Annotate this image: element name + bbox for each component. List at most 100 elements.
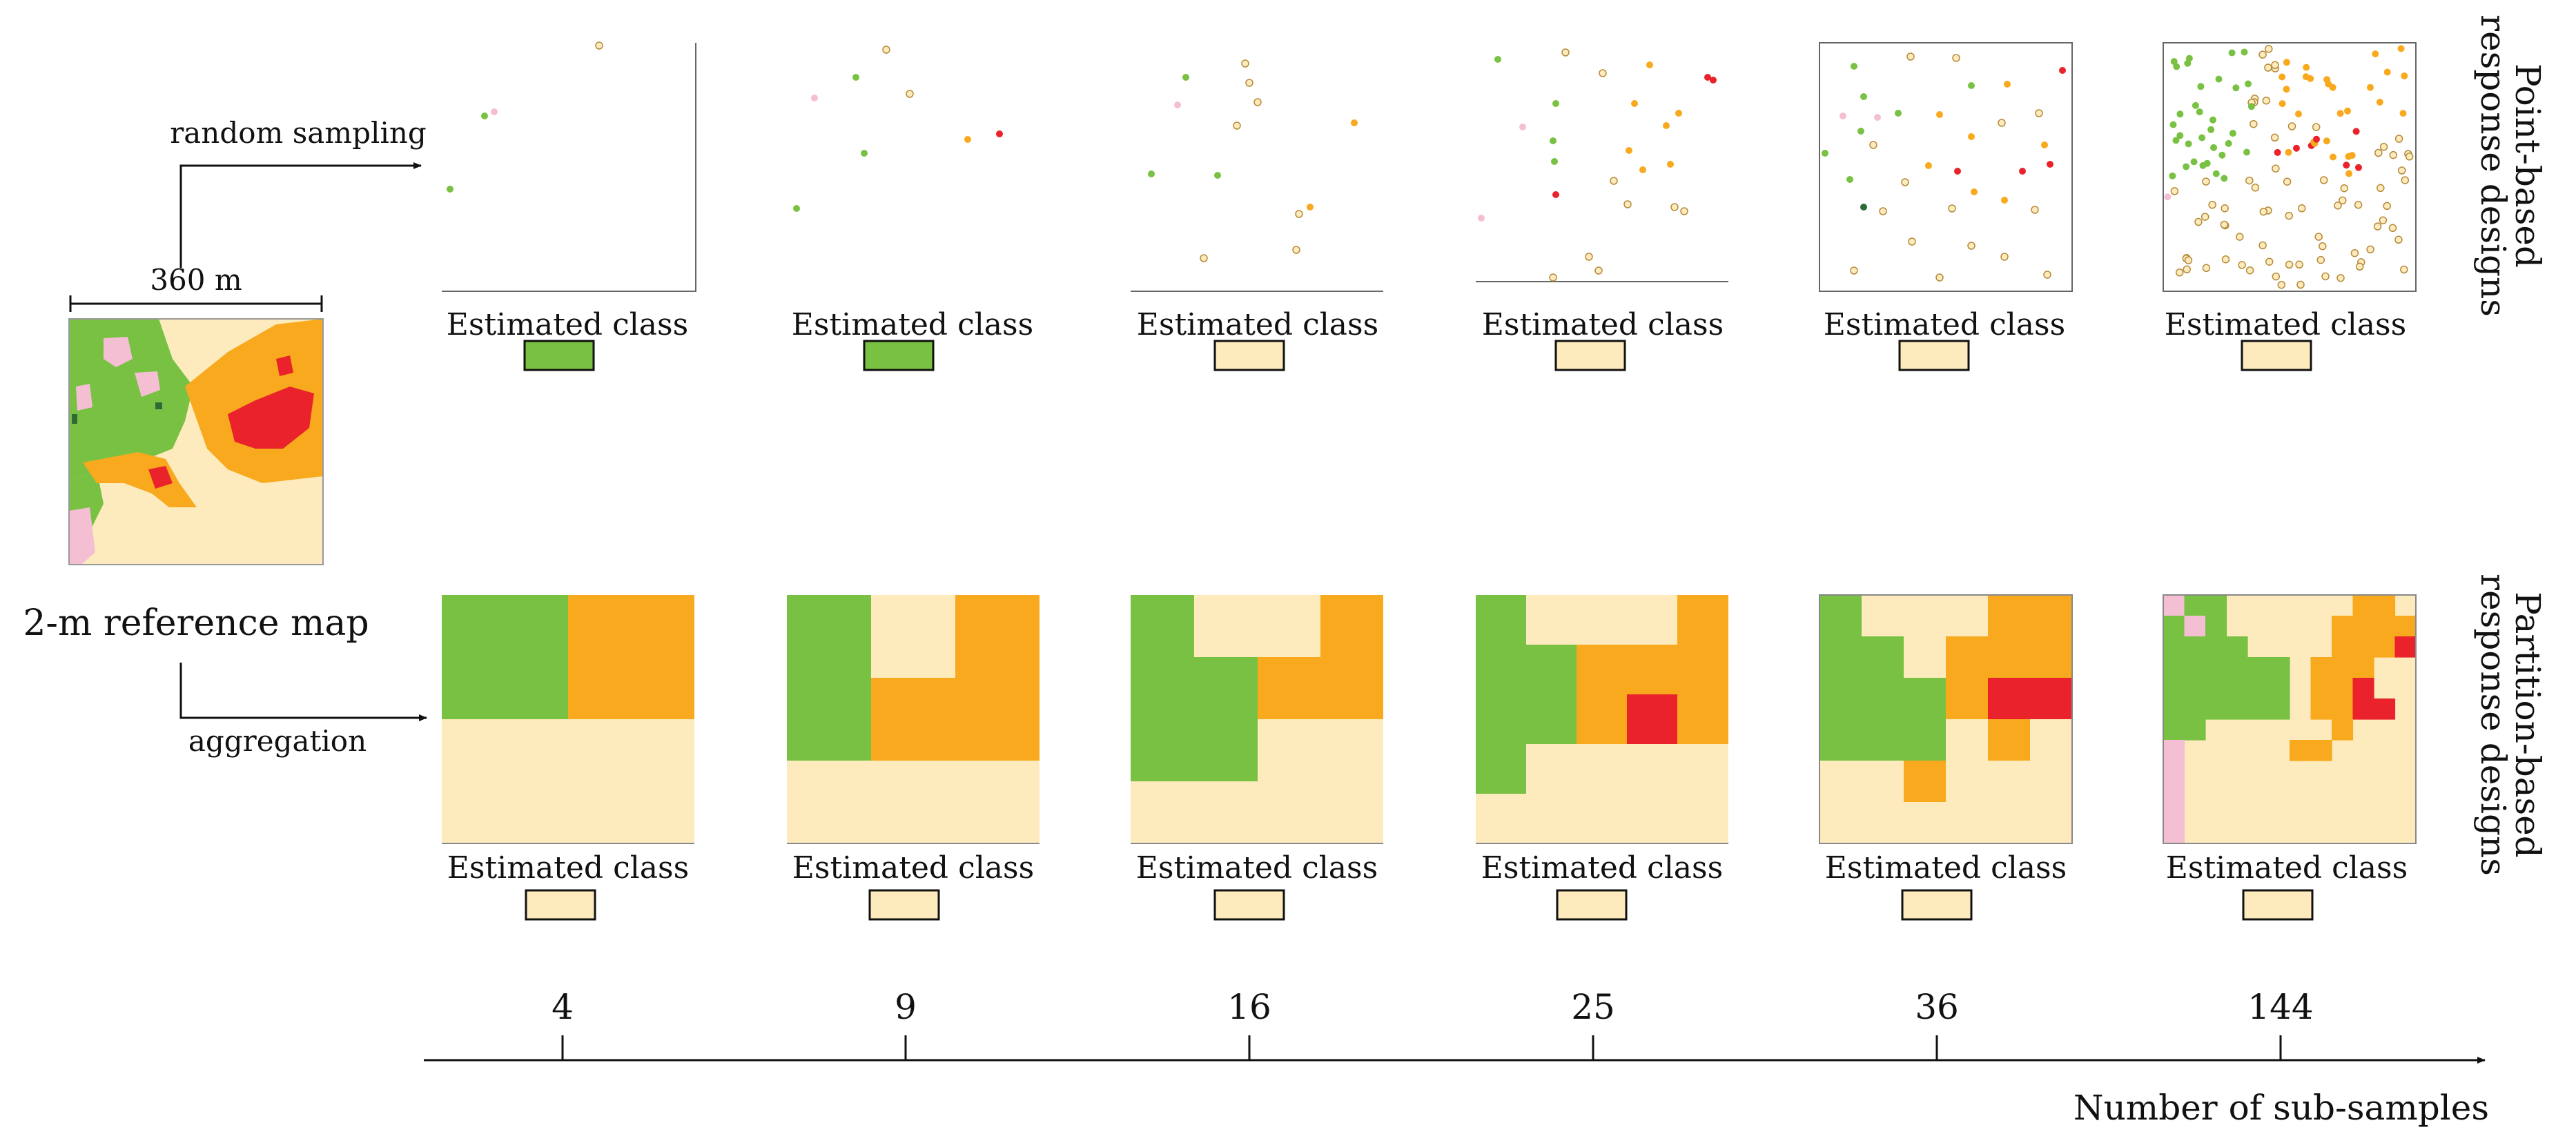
- sample-point: [2298, 204, 2306, 213]
- axis-ticks: [561, 1035, 2282, 1060]
- partition-side-label: Partition-based response designs: [2473, 574, 2548, 876]
- tick-label-25: 25: [1571, 987, 1615, 1027]
- sample-point: [2172, 137, 2180, 144]
- sample-point: [2183, 265, 2191, 274]
- sample-point: [2169, 121, 2177, 128]
- partition-est-label-36: Estimated class: [1825, 850, 2067, 886]
- sample-point: [2218, 151, 2226, 159]
- sample-point: [2194, 217, 2203, 226]
- sample-point: [2343, 162, 2350, 169]
- sample-point: [2279, 73, 2286, 81]
- tick-label-16: 16: [1227, 987, 1271, 1027]
- grid-cell: [2163, 657, 2185, 678]
- sample-point: [2203, 159, 2211, 167]
- grid-cell: [2247, 698, 2270, 720]
- sample-point: [2283, 177, 2292, 186]
- grid-cell: [2394, 616, 2417, 637]
- sample-point: [2170, 58, 2178, 66]
- sample-point: [2405, 153, 2414, 161]
- grid-cell: [2332, 636, 2354, 658]
- point-est-swatch-4: [523, 340, 595, 371]
- sample-point: [2321, 272, 2330, 281]
- sample-point: [2394, 135, 2403, 143]
- grid-cell: [2163, 678, 2185, 699]
- svg-text:response designs: response designs: [2473, 14, 2513, 317]
- grid-cell: [2163, 823, 2185, 844]
- sample-point: [2262, 96, 2271, 105]
- sample-point: [2170, 187, 2179, 195]
- sample-point: [2377, 184, 2385, 193]
- grid-cell: [2332, 616, 2354, 637]
- grid-cell: [2352, 678, 2374, 699]
- sample-point: [2279, 100, 2286, 108]
- svg-text:response designs: response designs: [2473, 574, 2513, 876]
- grid-cell: [2290, 740, 2312, 761]
- sample-point: [2295, 110, 2302, 118]
- sample-point: [2220, 220, 2229, 229]
- grid-cell: [2163, 719, 2185, 741]
- sample-point: [2175, 268, 2184, 277]
- sample-point: [2265, 257, 2274, 266]
- sample-point: [2247, 103, 2255, 110]
- tick-label-36: 36: [1915, 987, 1959, 1027]
- sample-point: [2192, 101, 2199, 109]
- random-sampling-arrow: [179, 162, 422, 268]
- partition-est-label-4: Estimated class: [447, 850, 689, 886]
- grid-cell: [2163, 781, 2185, 803]
- sample-point: [2259, 207, 2268, 216]
- grid-cell: [2226, 678, 2248, 699]
- sample-point: [2169, 172, 2176, 179]
- grid-cell: [2374, 698, 2396, 720]
- partition-est-label-25: Estimated class: [1481, 850, 1723, 886]
- sample-point: [2285, 211, 2293, 220]
- sample-point: [2196, 108, 2203, 116]
- grid-cell: [2374, 616, 2396, 637]
- sample-point: [2250, 119, 2258, 128]
- sample-point: [2210, 144, 2217, 151]
- sample-point: [2243, 148, 2250, 156]
- sample-point: [2400, 265, 2408, 274]
- sample-point: [2245, 80, 2252, 88]
- sample-point: [2264, 63, 2272, 72]
- sample-point: [2272, 272, 2281, 281]
- grid-cell: [2226, 657, 2248, 678]
- sample-point: [2184, 256, 2193, 264]
- partition-panel-25: [1476, 595, 1728, 844]
- partition-est-label-16: Estimated class: [1136, 850, 1378, 886]
- sample-point: [2340, 184, 2349, 193]
- sample-point: [2272, 164, 2280, 173]
- sample-point: [2228, 49, 2236, 57]
- sample-point: [2245, 266, 2254, 275]
- sample-point: [2389, 150, 2398, 159]
- sample-point: [2232, 84, 2240, 92]
- sample-point: [2229, 130, 2236, 137]
- partition-panel-16: [1131, 595, 1383, 844]
- sample-point: [2265, 45, 2273, 53]
- sample-point: [2376, 99, 2383, 106]
- sample-point: [2293, 144, 2300, 152]
- sample-point: [2352, 128, 2360, 135]
- partition-panel-36: [1819, 594, 2073, 844]
- sample-point: [2236, 233, 2244, 241]
- sample-point: [2285, 148, 2292, 156]
- sample-point: [2295, 260, 2303, 269]
- random-sampling-label: random sampling: [170, 116, 427, 150]
- point-est-swatch-16: [1213, 340, 1285, 371]
- sample-point: [2184, 59, 2192, 67]
- point-panel-25: [1476, 48, 1728, 282]
- tick-label-4: 4: [552, 987, 574, 1027]
- tick-label-9: 9: [895, 987, 917, 1027]
- sample-point: [2164, 193, 2172, 201]
- sample-point: [2173, 63, 2180, 70]
- grid-cell: [2352, 616, 2374, 637]
- sample-point: [2354, 201, 2363, 209]
- point-est-swatch-9: [863, 340, 935, 371]
- sample-point: [2355, 262, 2364, 271]
- sample-point: [2374, 148, 2383, 157]
- sample-point: [2201, 213, 2209, 221]
- sample-point: [2221, 175, 2228, 182]
- tick-label-144: 144: [2247, 987, 2313, 1027]
- sample-point: [2383, 68, 2391, 76]
- sample-point: [2397, 45, 2405, 52]
